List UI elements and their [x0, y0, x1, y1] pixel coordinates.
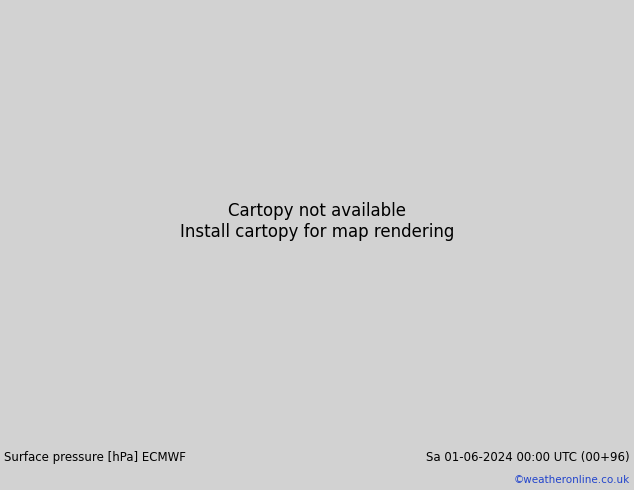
- Text: Sa 01-06-2024 00:00 UTC (00+96): Sa 01-06-2024 00:00 UTC (00+96): [427, 451, 630, 464]
- Text: ©weatheronline.co.uk: ©weatheronline.co.uk: [514, 475, 630, 485]
- Text: Surface pressure [hPa] ECMWF: Surface pressure [hPa] ECMWF: [4, 451, 186, 464]
- Text: Cartopy not available
Install cartopy for map rendering: Cartopy not available Install cartopy fo…: [180, 202, 454, 241]
